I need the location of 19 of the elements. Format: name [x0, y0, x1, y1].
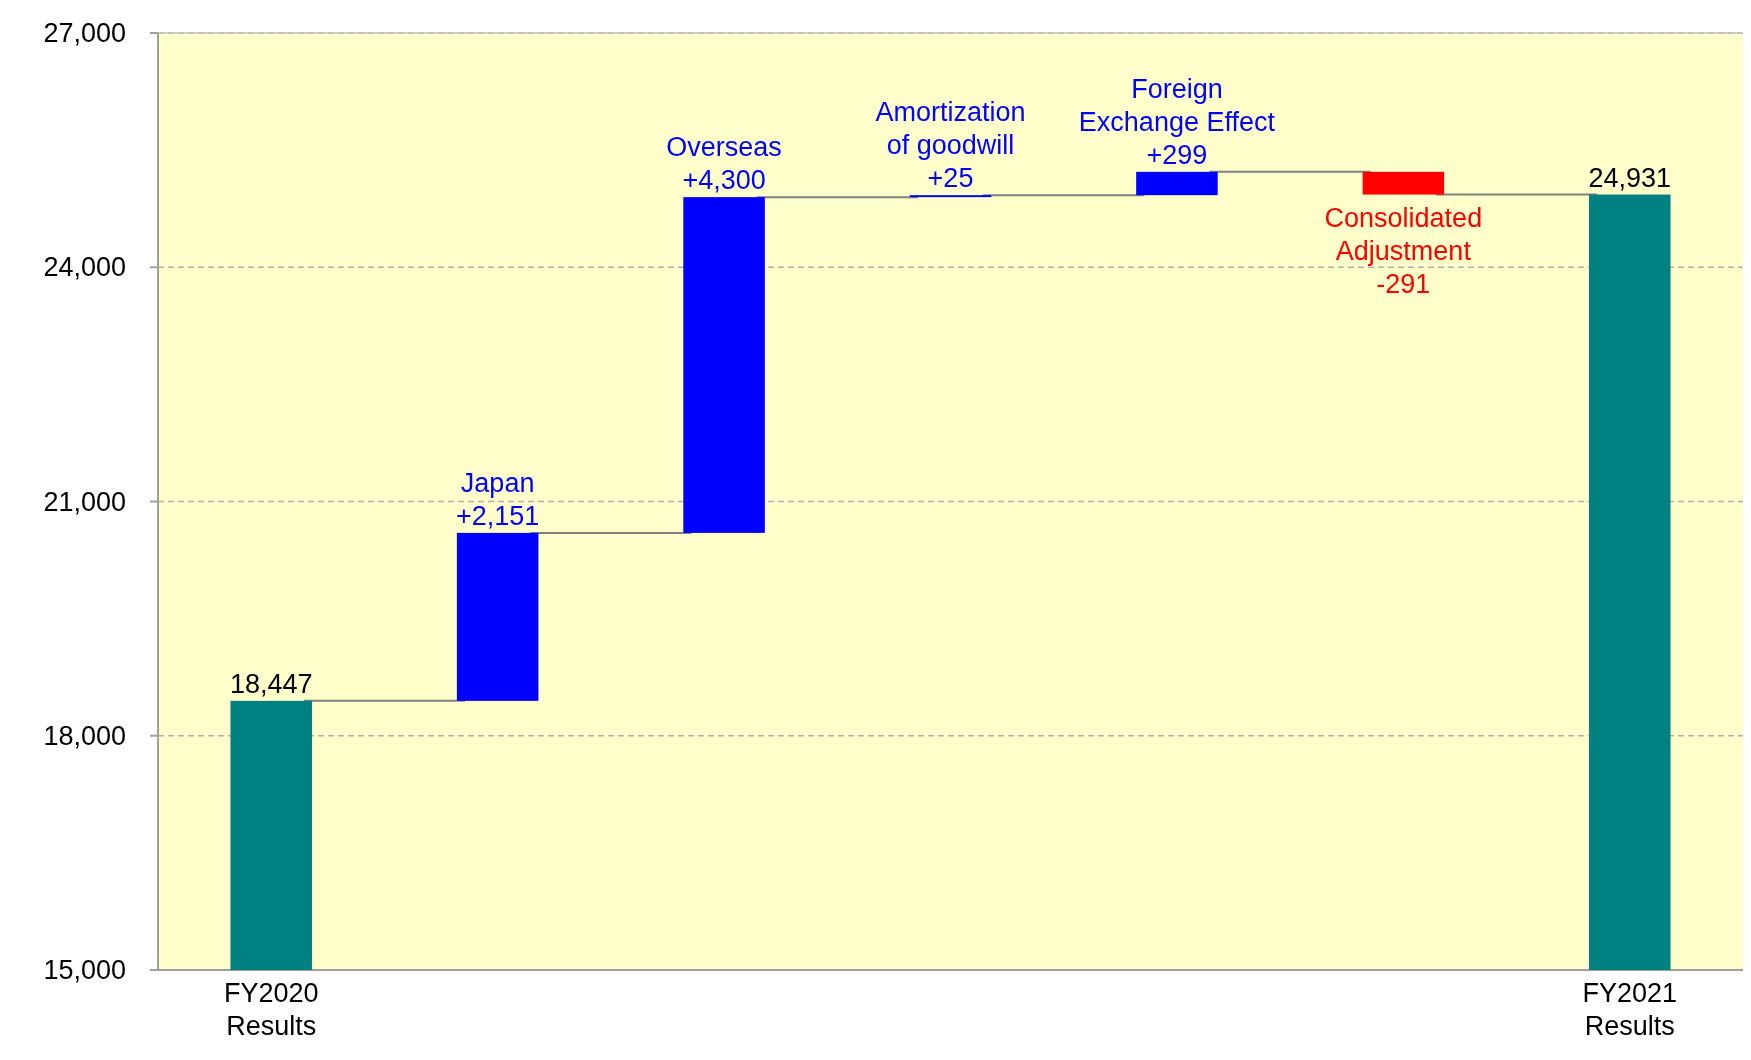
data-label: +2,151 [455, 500, 540, 531]
y-tick-label: 18,000 [43, 720, 126, 751]
annotation: Consolidated Adjustment [1324, 202, 1483, 266]
annotation: Foreign Exchange Effect [1078, 73, 1276, 137]
data-label: +4,300 [682, 165, 766, 196]
y-tick-label: 27,000 [43, 18, 126, 48]
data-label: +25 [927, 163, 974, 194]
y-tick-label: 15,000 [43, 955, 126, 985]
data-label: +299 [1146, 139, 1208, 170]
data-label: 24,931 [1588, 162, 1672, 193]
x-tick-label: FY2020 Results [223, 978, 319, 1041]
y-tick-label: 21,000 [43, 486, 126, 517]
annotation: Japan [460, 467, 535, 498]
y-tick-label: 24,000 [43, 252, 126, 283]
data-label: -291 [1376, 268, 1431, 299]
data-label: 18,447 [229, 668, 313, 699]
annotation: Amortization of goodwill [875, 97, 1026, 161]
x-tick-label: FY2021 Results [1582, 978, 1678, 1041]
annotation: Overseas [666, 132, 782, 163]
